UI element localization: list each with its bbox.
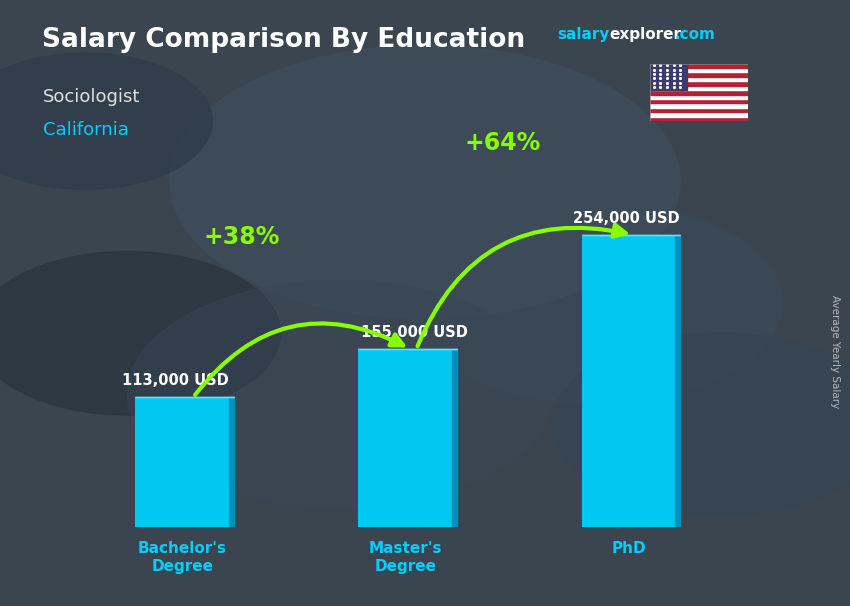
- Polygon shape: [675, 235, 681, 527]
- Ellipse shape: [0, 53, 212, 189]
- Text: explorer: explorer: [609, 27, 682, 42]
- Bar: [650, 99, 748, 104]
- Text: 113,000 USD: 113,000 USD: [122, 373, 229, 388]
- Bar: [359, 349, 452, 527]
- Polygon shape: [452, 348, 457, 527]
- Text: 254,000 USD: 254,000 USD: [573, 211, 679, 226]
- Bar: [650, 108, 748, 112]
- Text: 155,000 USD: 155,000 USD: [360, 325, 468, 340]
- Bar: [650, 73, 748, 77]
- Text: Sociologist: Sociologist: [42, 88, 140, 106]
- Ellipse shape: [170, 45, 680, 318]
- Bar: [650, 81, 748, 86]
- Bar: [650, 64, 688, 90]
- Ellipse shape: [128, 280, 552, 508]
- FancyArrowPatch shape: [195, 324, 403, 395]
- Bar: [135, 397, 229, 527]
- Ellipse shape: [0, 251, 280, 415]
- Bar: [581, 235, 675, 527]
- Text: +38%: +38%: [203, 225, 280, 248]
- Polygon shape: [229, 397, 235, 527]
- Ellipse shape: [408, 203, 782, 403]
- Ellipse shape: [552, 333, 850, 515]
- Text: California: California: [42, 121, 128, 139]
- Text: salary: salary: [557, 27, 609, 42]
- Bar: [650, 117, 748, 121]
- Bar: [650, 77, 748, 81]
- Text: Average Yearly Salary: Average Yearly Salary: [830, 295, 840, 408]
- FancyArrowPatch shape: [417, 225, 626, 346]
- Text: +64%: +64%: [464, 132, 541, 155]
- Bar: [650, 90, 748, 95]
- Bar: [650, 68, 748, 73]
- Text: .com: .com: [674, 27, 715, 42]
- Bar: [650, 95, 748, 99]
- Bar: [650, 112, 748, 117]
- Bar: [650, 64, 748, 68]
- Text: Salary Comparison By Education: Salary Comparison By Education: [42, 27, 525, 53]
- Bar: [650, 86, 748, 90]
- Bar: [650, 104, 748, 108]
